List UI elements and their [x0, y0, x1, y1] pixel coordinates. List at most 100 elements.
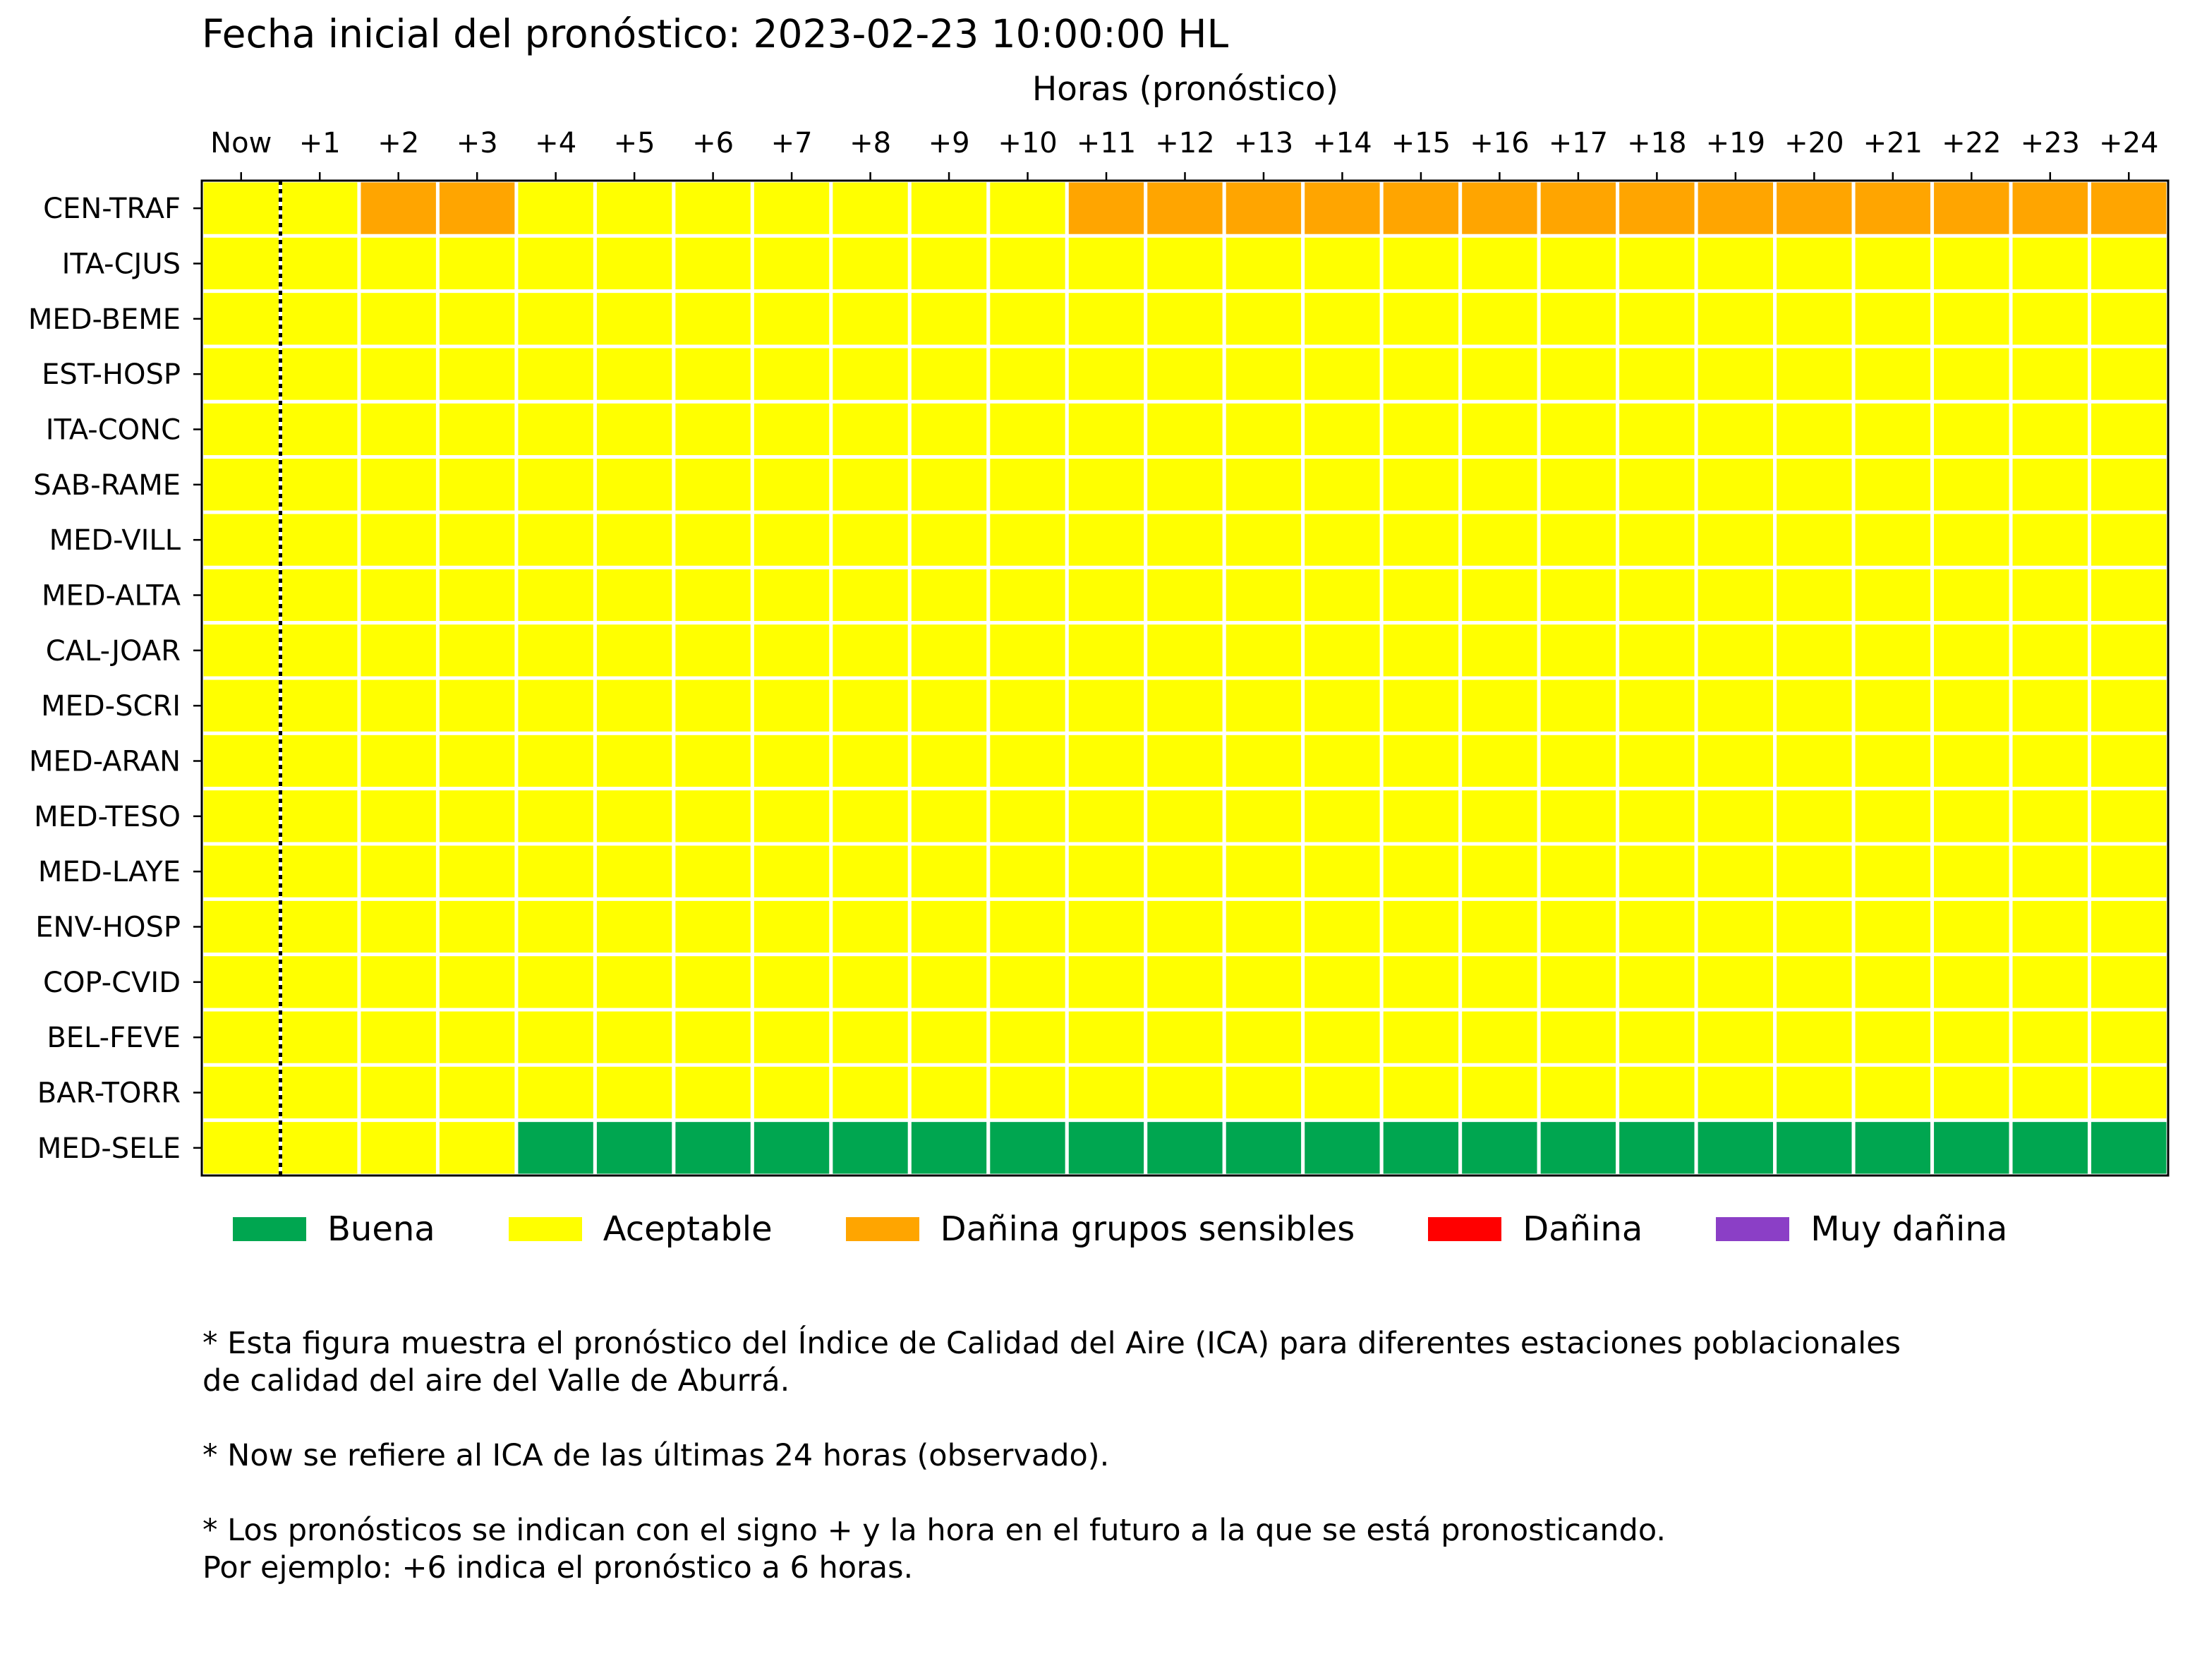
heatmap-cell [1065, 842, 1148, 901]
heatmap-cell [435, 731, 519, 791]
heatmap-cell [1537, 1008, 1620, 1067]
heatmap-cell [1065, 179, 1148, 238]
heatmap-cell [1694, 234, 1777, 294]
heatmap-cell [1065, 676, 1148, 735]
heatmap-cell [672, 234, 754, 294]
heatmap-cell [2009, 234, 2092, 294]
heatmap-cell [829, 897, 912, 957]
heatmap-cell [2088, 731, 2170, 791]
heatmap-cell [750, 787, 833, 846]
heatmap-cell [357, 234, 440, 294]
heatmap-cell [1065, 455, 1148, 514]
x-tick-label: +13 [1234, 127, 1293, 159]
heatmap-cell [1301, 621, 1384, 680]
heatmap-cell [672, 455, 754, 514]
legend-label: Dañina grupos sensibles [940, 1209, 1355, 1249]
heatmap-cell [593, 1008, 676, 1067]
heatmap-cell [907, 234, 991, 294]
heatmap-cell [357, 731, 440, 791]
heatmap-cell [829, 289, 912, 349]
heatmap-cell [907, 842, 991, 901]
heatmap-cell [357, 179, 440, 238]
heatmap-cell [357, 289, 440, 349]
heatmap-cell [278, 897, 361, 957]
heatmap-cell [1773, 344, 1856, 404]
heatmap-cell [435, 565, 519, 625]
heatmap-cell [1458, 565, 1541, 625]
heatmap-cell [2088, 897, 2170, 957]
heatmap-cell [1930, 953, 2013, 1012]
heatmap-cell [278, 621, 361, 680]
y-tick-label: MED-ALTA [42, 580, 181, 612]
heatmap-cell [200, 897, 282, 957]
heatmap-cell [2009, 565, 2092, 625]
heatmap-cell [200, 842, 282, 901]
heatmap-cell [750, 953, 833, 1012]
y-tick-label: MED-LAYE [38, 856, 181, 888]
heatmap-cell [357, 399, 440, 459]
x-tick-label: +6 [692, 127, 734, 159]
chart-title: Fecha inicial del pronóstico: 2023-02-23… [202, 11, 1229, 56]
heatmap-cell [2009, 179, 2092, 238]
heatmap-cell [1694, 455, 1777, 514]
heatmap-cell [1222, 1063, 1305, 1123]
heatmap-cell [750, 344, 833, 404]
heatmap-cell [357, 953, 440, 1012]
legend-item: Dañina grupos sensibles [845, 1209, 1355, 1249]
heatmap-cell [1537, 510, 1620, 569]
heatmap-cell [357, 1063, 440, 1123]
heatmap-cell [2009, 787, 2092, 846]
heatmap-cell [2009, 731, 2092, 791]
heatmap-cell [1773, 179, 1856, 238]
heatmap-cell [200, 1008, 282, 1067]
heatmap-cell [1930, 842, 2013, 901]
heatmap-cell [1379, 399, 1463, 459]
heatmap-cell [986, 234, 1069, 294]
heatmap-cell [1537, 897, 1620, 957]
heatmap-cell [2088, 455, 2170, 514]
heatmap-cell [829, 399, 912, 459]
heatmap-cell [200, 1063, 282, 1123]
heatmap-cell [1379, 953, 1463, 1012]
legend-label: Dañina [1523, 1209, 1643, 1249]
heatmap-cell [1458, 897, 1541, 957]
heatmap-cell [1773, 1118, 1856, 1178]
heatmap-cell [1379, 621, 1463, 680]
heatmap-cell [1694, 953, 1777, 1012]
heatmap-cell [1458, 344, 1541, 404]
heatmap-cell [1458, 787, 1541, 846]
heatmap-cell [1616, 676, 1698, 735]
heatmap-cell [278, 399, 361, 459]
heatmap-cell [1065, 289, 1148, 349]
heatmap-cell [1379, 676, 1463, 735]
heatmap-cell [986, 1063, 1069, 1123]
y-tick-label: MED-SCRI [41, 690, 181, 723]
heatmap-cell [1851, 787, 1935, 846]
heatmap-cell [593, 897, 676, 957]
x-tick-label: +19 [1706, 127, 1765, 159]
heatmap-cell [1694, 344, 1777, 404]
heatmap-cell [1694, 731, 1777, 791]
heatmap-cell [1694, 676, 1777, 735]
heatmap-cell [1144, 787, 1226, 846]
heatmap-cell [278, 787, 361, 846]
heatmap-cell [1065, 399, 1148, 459]
heatmap-cell [514, 1063, 597, 1123]
heatmap-cell [672, 399, 754, 459]
heatmap-cell [1301, 787, 1384, 846]
heatmap-cell [200, 1118, 282, 1178]
heatmap-cell [986, 953, 1069, 1012]
heatmap-cell [1930, 731, 2013, 791]
heatmap-cell [1537, 344, 1620, 404]
x-tick-label: +24 [2099, 127, 2158, 159]
heatmap-cell [1537, 953, 1620, 1012]
heatmap-cell [1851, 842, 1935, 901]
heatmap-cell [2009, 1118, 2092, 1178]
heatmap-cell [2088, 179, 2170, 238]
heatmap-cell [514, 787, 597, 846]
heatmap-cell [278, 179, 361, 238]
heatmap-cell [1458, 621, 1541, 680]
heatmap-cell [986, 842, 1069, 901]
heatmap-cell [1222, 731, 1305, 791]
heatmap-cell [1379, 455, 1463, 514]
